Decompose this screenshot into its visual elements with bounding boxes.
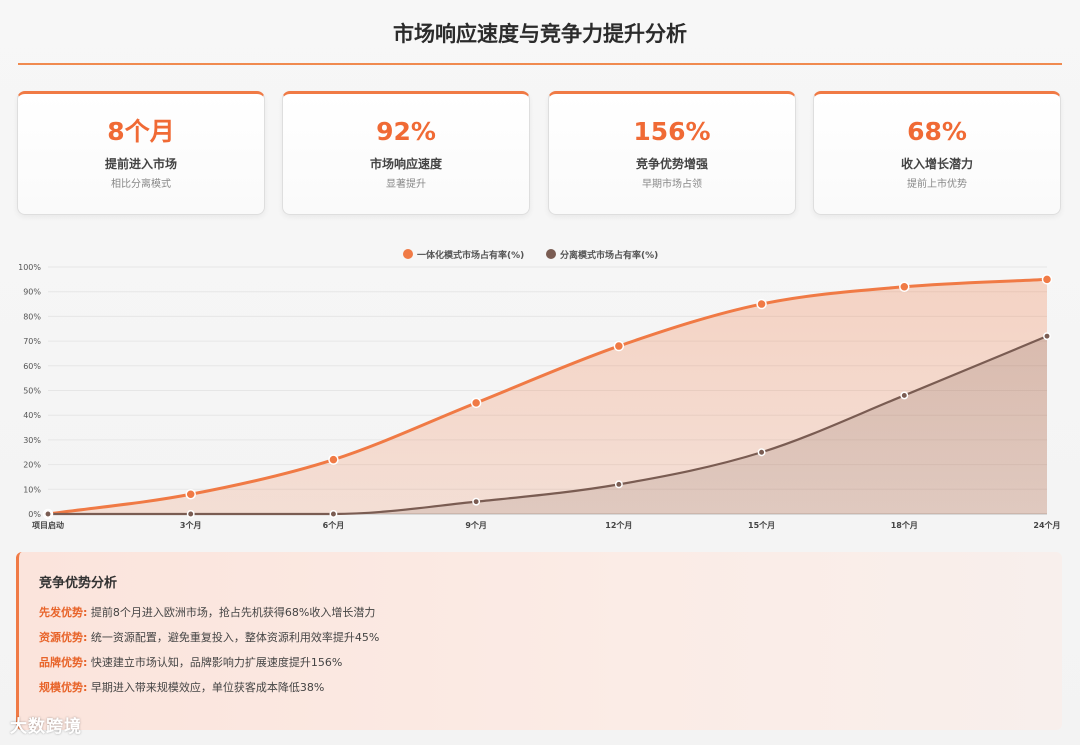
series-line [47, 277, 1048, 516]
y-tick-label: 50% [23, 387, 41, 396]
stat-sub: 提前上市优势 [907, 179, 967, 190]
data-point [470, 397, 482, 409]
data-point [757, 448, 766, 457]
stat-sub: 早期市场占领 [642, 179, 702, 190]
stat-value: 156% [633, 117, 711, 146]
stat-label: 提前进入市场 [104, 157, 177, 171]
x-tick-label: 3个月 [180, 520, 202, 530]
x-tick-label: 项目启动 [32, 520, 64, 530]
data-point [44, 510, 52, 518]
y-tick-label: 40% [23, 411, 41, 420]
analysis-item: 规模优势: 早期进入带来规模效应，单位获客成本降低38% [39, 680, 1062, 696]
legend-label: 分离模式市场占有率(%) [560, 249, 658, 261]
analysis-item-text: 快速建立市场认知，品牌影响力扩展速度提升156% [90, 656, 343, 669]
x-tick-label: 12个月 [605, 520, 632, 530]
stat-label: 市场响应速度 [369, 157, 442, 171]
legend-marker [403, 249, 413, 259]
stat-sub: 显著提升 [386, 179, 426, 190]
analysis-panel: 竞争优势分析 先发优势: 提前8个月进入欧洲市场，抢占先机获得68%收入增长潜力… [16, 552, 1062, 730]
x-tick-label: 24个月 [1033, 520, 1060, 530]
y-tick-label: 70% [23, 337, 41, 346]
watermark-logo: 大数跨境 [10, 717, 82, 737]
x-tick-label: 15个月 [748, 520, 775, 530]
data-point [899, 281, 910, 293]
title-divider [18, 63, 1062, 65]
stat-card-response-speed: 92% 市场响应速度 显著提升 [282, 91, 530, 215]
data-point [328, 454, 339, 465]
data-point [1043, 332, 1051, 341]
stat-label: 收入增长潜力 [900, 157, 973, 171]
analysis-item: 资源优势: 统一资源配置，避免重复投入，整体资源利用效率提升45% [39, 630, 1062, 646]
stat-card-early-entry: 8个月 提前进入市场 相比分离模式 [17, 91, 265, 215]
analysis-item-key: 品牌优势: [39, 656, 88, 669]
analysis-item-text: 统一资源配置，避免重复投入，整体资源利用效率提升45% [90, 631, 380, 644]
data-point [900, 391, 909, 400]
y-tick-label: 30% [23, 436, 41, 445]
data-point [613, 340, 625, 352]
data-point [1041, 274, 1053, 285]
data-point [614, 480, 623, 489]
x-tick-label: 18个月 [891, 520, 918, 530]
data-point [472, 497, 481, 506]
data-point [756, 298, 767, 310]
page-title: 市场响应速度与竞争力提升分析 [393, 22, 687, 46]
stat-sub: 相比分离模式 [111, 179, 171, 190]
stat-value: 68% [907, 117, 967, 146]
legend-marker [546, 249, 556, 259]
y-tick-label: 20% [23, 461, 41, 470]
analysis-item-key: 规模优势: [39, 681, 88, 694]
data-point [329, 510, 338, 518]
y-tick-label: 80% [23, 312, 41, 321]
analysis-item-text: 早期进入带来规模效应，单位获客成本降低38% [90, 681, 325, 694]
stat-value: 8个月 [107, 117, 175, 146]
x-tick-label: 6个月 [323, 520, 345, 530]
y-tick-label: 100% [18, 263, 41, 272]
stat-card-revenue-growth: 68% 收入增长潜力 提前上市优势 [813, 91, 1061, 215]
legend-label: 一体化模式市场占有率(%) [417, 249, 524, 261]
stat-value: 92% [376, 117, 436, 146]
analysis-item: 品牌优势: 快速建立市场认知，品牌影响力扩展速度提升156% [39, 655, 1062, 671]
y-tick-label: 0% [28, 510, 41, 519]
analysis-item: 先发优势: 提前8个月进入欧洲市场，抢占先机获得68%收入增长潜力 [39, 605, 1062, 621]
series-line [47, 335, 1048, 516]
y-tick-label: 10% [23, 485, 41, 494]
analysis-heading: 竞争优势分析 [39, 576, 118, 591]
market-share-chart: 0% 10% 20% 30% 40% 50% 60% 70% 80% 90% 100% 项目启动 3个月… [18, 249, 1061, 530]
x-tick-label: 9个月 [465, 520, 487, 530]
series-area [48, 336, 1047, 514]
analysis-item-key: 先发优势: [39, 606, 88, 619]
data-point [185, 488, 196, 500]
y-tick-label: 60% [23, 362, 41, 371]
stat-label: 竞争优势增强 [635, 157, 708, 171]
stat-card-competitive-advantage: 156% 竞争优势增强 早期市场占领 [548, 91, 796, 215]
analysis-item-text: 提前8个月进入欧洲市场，抢占先机获得68%收入增长潜力 [90, 606, 376, 619]
y-tick-label: 90% [23, 288, 41, 297]
data-point [186, 510, 195, 518]
analysis-item-key: 资源优势: [39, 631, 88, 644]
